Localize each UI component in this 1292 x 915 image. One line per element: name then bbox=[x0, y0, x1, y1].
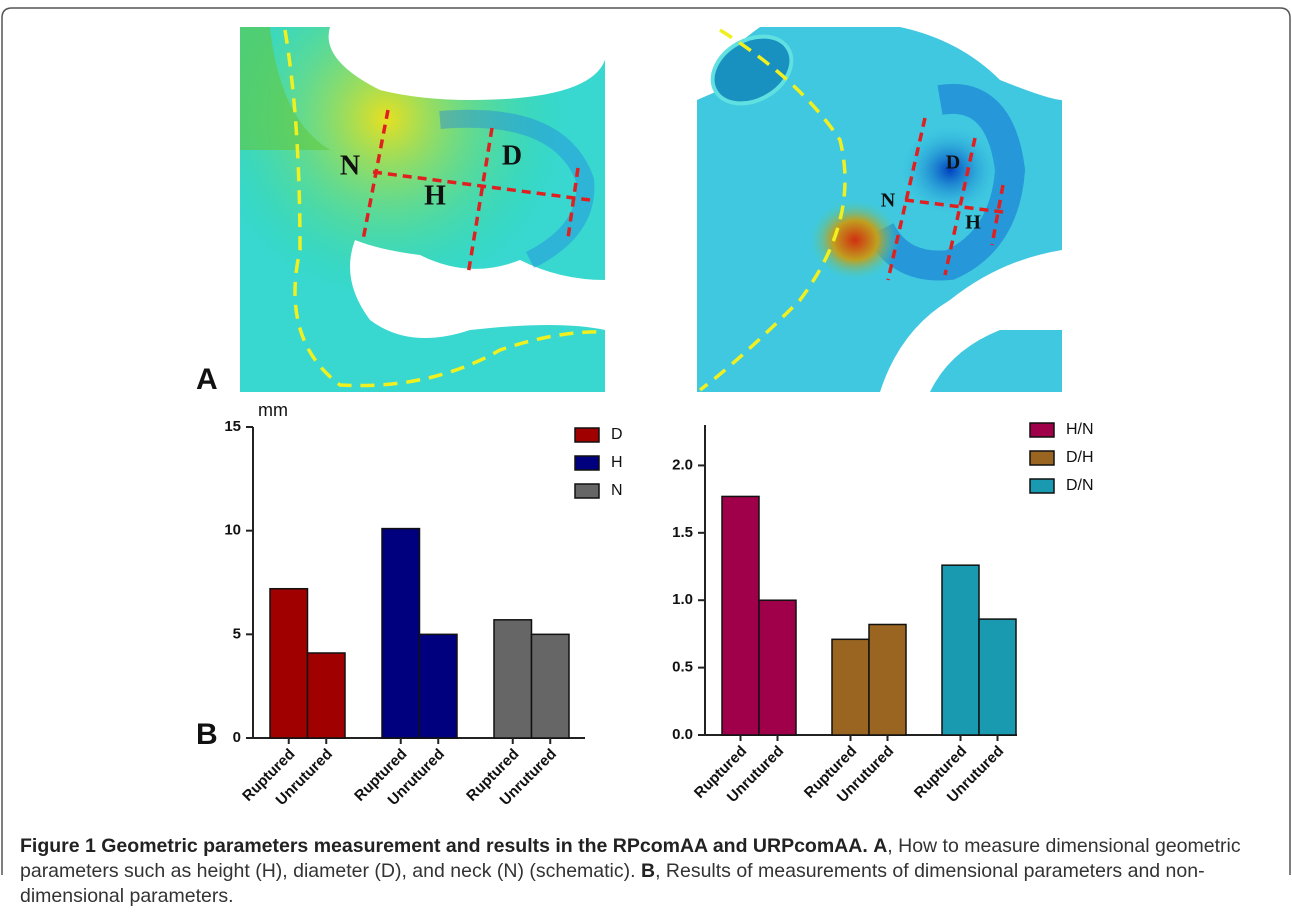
caption-title: Figure 1 Geometric parameters measuremen… bbox=[20, 835, 868, 857]
caption: Figure 1 Geometric parameters measuremen… bbox=[20, 834, 1260, 909]
y-tick-label: 1.0 bbox=[672, 591, 693, 608]
y-tick-label: 1.5 bbox=[672, 524, 693, 541]
legend-label: N bbox=[611, 482, 623, 499]
bar bbox=[306, 652, 346, 739]
bar bbox=[269, 587, 309, 739]
legend-label: D/H bbox=[1066, 449, 1094, 466]
legend-label: D/N bbox=[1066, 477, 1094, 494]
caption-label: A bbox=[873, 835, 888, 857]
image-label: N bbox=[340, 150, 360, 181]
bar bbox=[831, 638, 870, 736]
image-label: N bbox=[881, 190, 896, 212]
y-tick-label: 5 bbox=[233, 625, 241, 642]
y-tick-label: 15 bbox=[224, 418, 241, 435]
bar bbox=[758, 599, 797, 736]
legend-label: H bbox=[611, 454, 623, 471]
bar bbox=[381, 527, 421, 739]
caption-text: , How to measure dimensional geometric p… bbox=[20, 835, 1241, 882]
bar bbox=[978, 618, 1017, 736]
legend-swatch bbox=[574, 455, 600, 471]
bar bbox=[868, 623, 907, 736]
panel-label: B bbox=[196, 718, 218, 751]
image-label: H bbox=[424, 180, 446, 211]
left-image bbox=[240, 27, 606, 392]
bar bbox=[418, 633, 458, 739]
legend-label: H/N bbox=[1066, 421, 1094, 438]
y-tick-label: 2.0 bbox=[672, 456, 693, 473]
legend-swatch bbox=[574, 427, 600, 443]
legend-label: D bbox=[611, 426, 623, 443]
panel-label: A bbox=[196, 363, 218, 396]
caption-label: B bbox=[640, 860, 656, 882]
legend-swatch bbox=[1029, 478, 1055, 494]
bar bbox=[721, 495, 760, 736]
legend-swatch bbox=[1029, 422, 1055, 438]
caption-text: , Results of measurements of dimensional… bbox=[20, 860, 1205, 907]
image-label: H bbox=[965, 212, 981, 234]
y-tick-label: 0 bbox=[233, 729, 241, 746]
frame bbox=[1, 7, 1291, 875]
right-image bbox=[697, 27, 1062, 392]
image-label: D bbox=[946, 152, 960, 174]
y-axis-label: mm bbox=[258, 400, 288, 420]
bar bbox=[530, 633, 570, 739]
bar bbox=[493, 619, 533, 739]
y-tick-label: 10 bbox=[224, 522, 241, 539]
legend-swatch bbox=[574, 483, 600, 499]
legend-swatch bbox=[1029, 450, 1055, 466]
y-tick-label: 0.5 bbox=[672, 659, 693, 676]
image-label: D bbox=[502, 140, 522, 171]
bar bbox=[941, 564, 980, 736]
y-tick-label: 0.0 bbox=[672, 726, 693, 743]
